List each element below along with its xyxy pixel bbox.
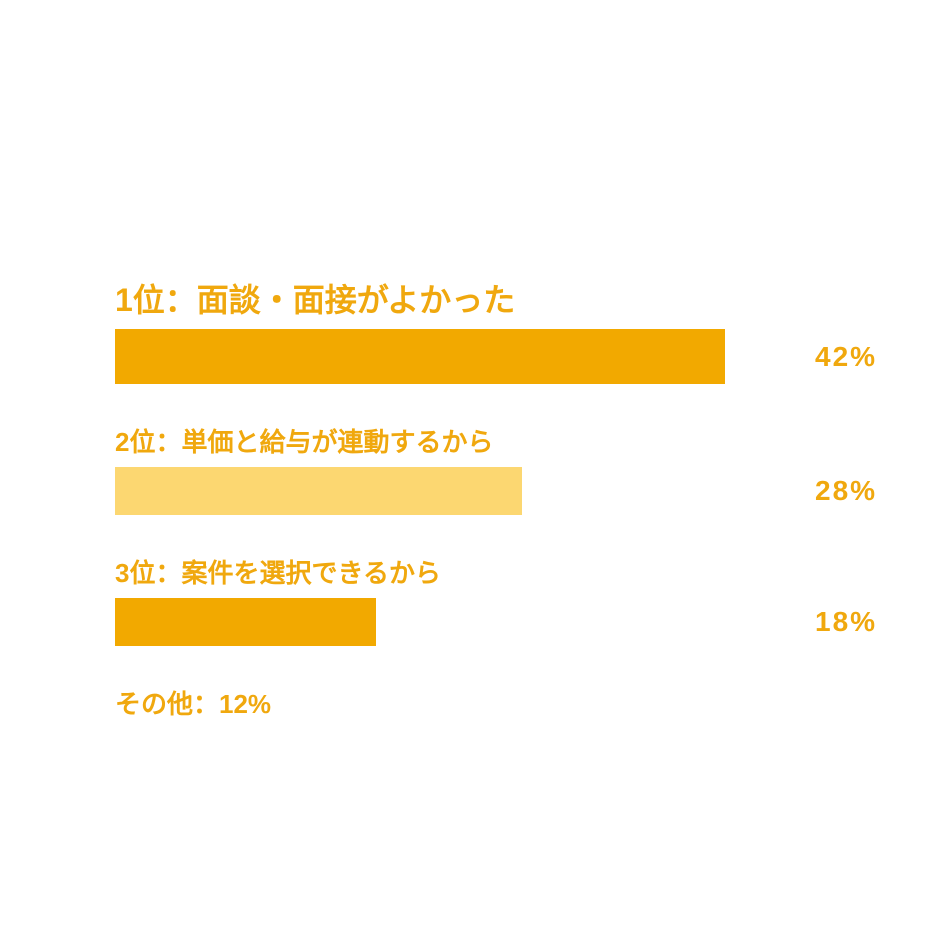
bar-value: 42% — [815, 341, 877, 373]
other-label: その他：12% — [115, 684, 845, 721]
bar — [115, 598, 376, 646]
bar-group-rank1: 1位：面談・面接がよかった 42% — [115, 275, 845, 384]
bar-row: 42% — [115, 329, 845, 384]
bar — [115, 467, 522, 515]
bar-group-rank3: 3位：案件を選択できるから 18% — [115, 553, 845, 646]
bar-label: 1位：面談・面接がよかった — [115, 275, 845, 321]
bar-label: 2位：単価と給与が連動するから — [115, 422, 845, 459]
ranking-bar-chart: 1位：面談・面接がよかった 42% 2位：単価と給与が連動するから 28% 3位… — [115, 275, 845, 721]
bar-value: 18% — [815, 606, 877, 638]
bar-group-rank2: 2位：単価と給与が連動するから 28% — [115, 422, 845, 515]
bar-row: 28% — [115, 467, 845, 515]
bar-value: 28% — [815, 475, 877, 507]
bar — [115, 329, 725, 384]
bar-label: 3位：案件を選択できるから — [115, 553, 845, 590]
bar-row: 18% — [115, 598, 845, 646]
